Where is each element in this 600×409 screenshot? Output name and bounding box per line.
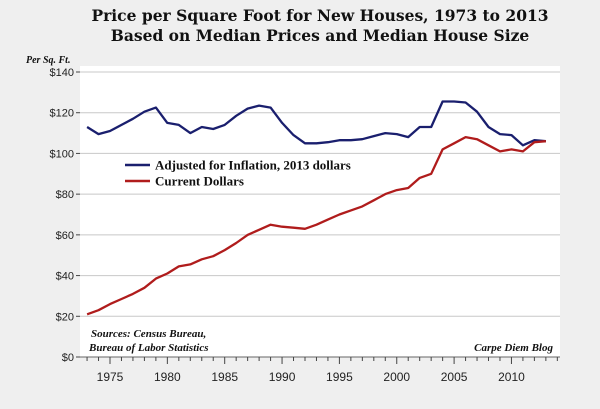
x-tick-label: 2000 [383, 370, 410, 384]
legend-label-current: Current Dollars [155, 174, 244, 189]
legend-label-inflation: Adjusted for Inflation, 2013 dollars [155, 158, 351, 173]
legend: Adjusted for Inflation, 2013 dollars Cur… [125, 158, 351, 189]
x-tick-label: 1980 [154, 370, 181, 384]
subtitle-line: Based on Median Prices and Median House … [110, 26, 530, 45]
blog-credit: Carpe Diem Blog [474, 342, 553, 354]
x-tick-label: 2005 [441, 370, 468, 384]
x-tick-label: 1990 [269, 370, 296, 384]
series-line-current [86, 135, 546, 316]
y-tick-label: $100 [50, 148, 74, 160]
y-axis-label: Per Sq. Ft. [26, 55, 70, 66]
source-note-1: Sources: Census Bureau, [91, 328, 206, 340]
chart-title: Price per Square Foot for New Houses, 19… [0, 6, 600, 46]
x-tick-label: 1975 [97, 370, 124, 384]
x-tick-label: 1985 [211, 370, 238, 384]
y-tick-label: $60 [56, 230, 74, 242]
x-tick-label: 1995 [326, 370, 353, 384]
x-tick-label: 2010 [498, 370, 525, 384]
series-line-inflation [86, 100, 546, 147]
y-tick-label: $0 [62, 352, 74, 364]
y-tick-label: $20 [56, 311, 74, 323]
y-tick-label: $140 [50, 67, 74, 79]
title-line: Price per Square Foot for New Houses, 19… [91, 6, 549, 25]
source-note-2: Bureau of Labor Statistics [88, 342, 209, 354]
y-tick-label: $80 [56, 189, 74, 201]
y-tick-label: $40 [56, 271, 74, 283]
y-tick-label: $120 [50, 108, 74, 120]
